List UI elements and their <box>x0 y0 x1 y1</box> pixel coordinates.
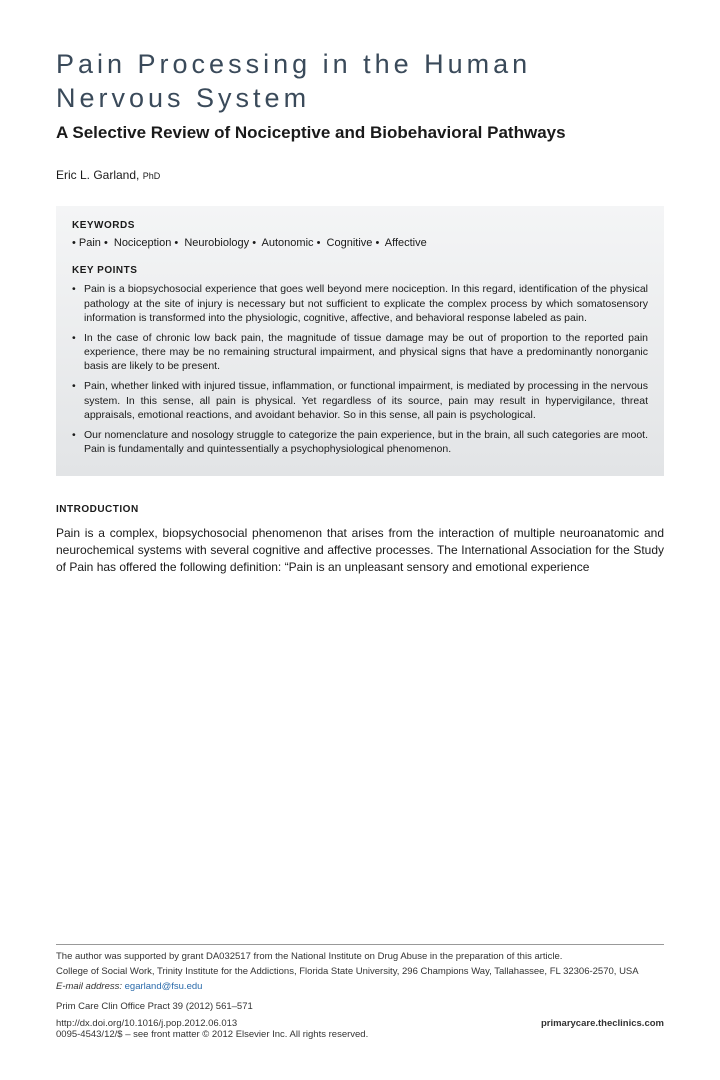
journal-citation: Prim Care Clin Office Pract 39 (2012) 56… <box>56 1001 664 1014</box>
author-name: Eric L. Garland, <box>56 168 139 182</box>
article-title: Pain Processing in the Human Nervous Sys… <box>56 48 664 116</box>
doi-link[interactable]: http://dx.doi.org/10.1016/j.pop.2012.06.… <box>56 1018 237 1029</box>
footnote-affiliation: College of Social Work, Trinity Institut… <box>56 966 664 979</box>
keyword: Pain <box>79 237 101 249</box>
keyword: Affective <box>385 237 427 249</box>
site-link[interactable]: primarycare.theclinics.com <box>541 1018 664 1029</box>
footnote-funding: The author was supported by grant DA0325… <box>56 951 664 964</box>
keypoints-list: Pain is a biopsychosocial experience tha… <box>72 282 648 456</box>
introduction-heading: INTRODUCTION <box>56 504 664 515</box>
keypoints-heading: KEY POINTS <box>72 265 648 276</box>
footnotes-block: The author was supported by grant DA0325… <box>56 944 664 1044</box>
keypoint: Pain is a biopsychosocial experience tha… <box>72 282 648 325</box>
keyword: Autonomic <box>262 237 314 249</box>
article-subtitle: A Selective Review of Nociceptive and Bi… <box>56 122 664 145</box>
doi-site-row: http://dx.doi.org/10.1016/j.pop.2012.06.… <box>56 1018 664 1029</box>
keyword: Nociception <box>114 237 171 249</box>
keyword: Cognitive <box>327 237 373 249</box>
footnote-email: E-mail address: egarland@fsu.edu <box>56 981 664 994</box>
rights-line: 0095-4543/12/$ – see front matter © 2012… <box>56 1029 664 1042</box>
email-link[interactable]: egarland@fsu.edu <box>125 981 203 992</box>
author-line: Eric L. Garland, PhD <box>56 168 664 182</box>
author-degree: PhD <box>143 171 161 181</box>
keyword: Neurobiology <box>184 237 249 249</box>
keywords-list: •Pain • Nociception • Neurobiology • Aut… <box>72 237 648 249</box>
introduction-body: Pain is a complex, biopsychosocial pheno… <box>56 525 664 575</box>
keywords-keypoints-box: KEYWORDS •Pain • Nociception • Neurobiol… <box>56 206 664 476</box>
keywords-heading: KEYWORDS <box>72 220 648 231</box>
keypoint: Pain, whether linked with injured tissue… <box>72 379 648 422</box>
email-label: E-mail address: <box>56 981 122 992</box>
keypoint: Our nomenclature and nosology struggle t… <box>72 428 648 456</box>
keypoint: In the case of chronic low back pain, th… <box>72 331 648 374</box>
